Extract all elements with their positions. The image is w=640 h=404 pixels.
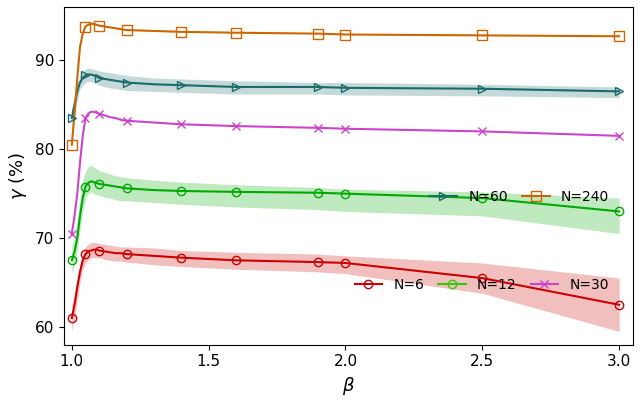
X-axis label: $\beta$: $\beta$ bbox=[342, 375, 355, 397]
Y-axis label: $\gamma$ (%): $\gamma$ (%) bbox=[7, 152, 29, 200]
Legend: N=6, N=12, N=30: N=6, N=12, N=30 bbox=[349, 272, 614, 297]
